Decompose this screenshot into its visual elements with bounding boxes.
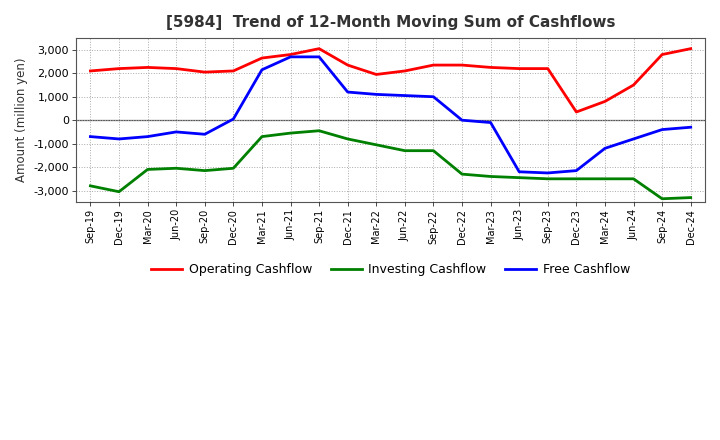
Free Cashflow: [629, 136, 638, 142]
Operating Cashflow: [544, 66, 552, 71]
Investing Cashflow: [515, 175, 523, 180]
Investing Cashflow: [172, 165, 181, 171]
Line: Operating Cashflow: Operating Cashflow: [91, 49, 690, 112]
Investing Cashflow: [286, 130, 294, 136]
Title: [5984]  Trend of 12-Month Moving Sum of Cashflows: [5984] Trend of 12-Month Moving Sum of C…: [166, 15, 616, 30]
Investing Cashflow: [143, 167, 152, 172]
Operating Cashflow: [315, 46, 323, 51]
Operating Cashflow: [658, 52, 667, 57]
Free Cashflow: [200, 132, 209, 137]
Investing Cashflow: [429, 148, 438, 153]
Line: Free Cashflow: Free Cashflow: [91, 57, 690, 173]
Free Cashflow: [515, 169, 523, 174]
Operating Cashflow: [86, 68, 95, 73]
Operating Cashflow: [143, 65, 152, 70]
Free Cashflow: [400, 93, 409, 98]
Operating Cashflow: [515, 66, 523, 71]
Investing Cashflow: [400, 148, 409, 153]
Free Cashflow: [114, 136, 123, 142]
Y-axis label: Amount (million yen): Amount (million yen): [15, 58, 28, 183]
Free Cashflow: [258, 67, 266, 73]
Free Cashflow: [229, 116, 238, 121]
Investing Cashflow: [572, 176, 581, 181]
Investing Cashflow: [315, 128, 323, 133]
Investing Cashflow: [658, 196, 667, 202]
Free Cashflow: [286, 54, 294, 59]
Free Cashflow: [429, 94, 438, 99]
Investing Cashflow: [343, 136, 352, 142]
Free Cashflow: [486, 120, 495, 125]
Free Cashflow: [315, 54, 323, 59]
Free Cashflow: [458, 117, 467, 123]
Investing Cashflow: [544, 176, 552, 181]
Free Cashflow: [172, 129, 181, 135]
Operating Cashflow: [458, 62, 467, 68]
Operating Cashflow: [572, 110, 581, 115]
Investing Cashflow: [200, 168, 209, 173]
Operating Cashflow: [400, 68, 409, 73]
Operating Cashflow: [600, 99, 609, 104]
Free Cashflow: [658, 127, 667, 132]
Operating Cashflow: [486, 65, 495, 70]
Operating Cashflow: [258, 55, 266, 61]
Operating Cashflow: [629, 82, 638, 88]
Free Cashflow: [686, 125, 695, 130]
Free Cashflow: [572, 168, 581, 173]
Investing Cashflow: [229, 165, 238, 171]
Free Cashflow: [600, 146, 609, 151]
Legend: Operating Cashflow, Investing Cashflow, Free Cashflow: Operating Cashflow, Investing Cashflow, …: [146, 258, 635, 282]
Investing Cashflow: [372, 142, 381, 147]
Investing Cashflow: [686, 195, 695, 200]
Operating Cashflow: [172, 66, 181, 71]
Free Cashflow: [372, 92, 381, 97]
Free Cashflow: [544, 170, 552, 176]
Investing Cashflow: [86, 183, 95, 188]
Investing Cashflow: [486, 174, 495, 179]
Operating Cashflow: [200, 70, 209, 75]
Operating Cashflow: [114, 66, 123, 71]
Operating Cashflow: [343, 62, 352, 68]
Operating Cashflow: [429, 62, 438, 68]
Operating Cashflow: [229, 68, 238, 73]
Investing Cashflow: [600, 176, 609, 181]
Investing Cashflow: [458, 172, 467, 177]
Investing Cashflow: [258, 134, 266, 139]
Free Cashflow: [143, 134, 152, 139]
Line: Investing Cashflow: Investing Cashflow: [91, 131, 690, 199]
Operating Cashflow: [372, 72, 381, 77]
Operating Cashflow: [286, 52, 294, 57]
Operating Cashflow: [686, 46, 695, 51]
Free Cashflow: [86, 134, 95, 139]
Free Cashflow: [343, 89, 352, 95]
Investing Cashflow: [114, 189, 123, 194]
Investing Cashflow: [629, 176, 638, 181]
